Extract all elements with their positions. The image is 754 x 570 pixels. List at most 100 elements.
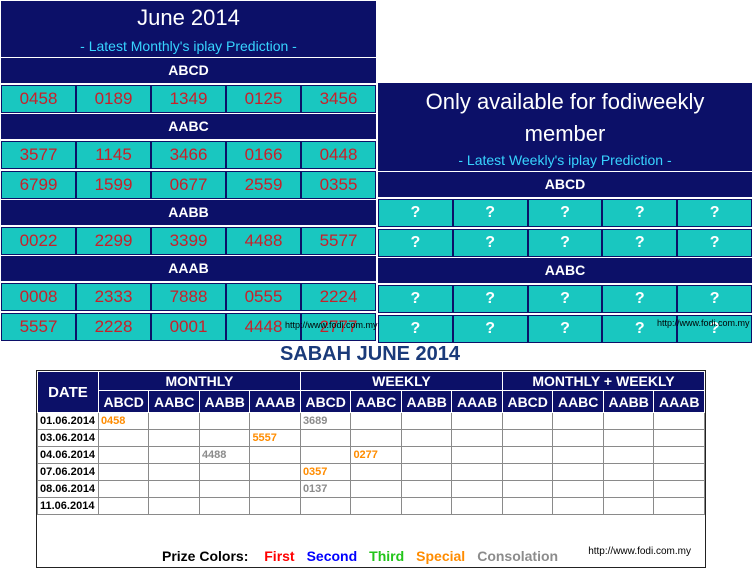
weekly-number-row: ????? [378,285,752,313]
result-cell [198,412,251,430]
result-cell [400,429,453,447]
result-cell [148,446,200,464]
result-cell [653,463,705,481]
weekly-number-cell: ? [677,229,752,257]
result-cell [451,480,503,498]
result-cell [148,480,200,498]
result-cell [198,497,251,515]
weekly-number-cell: ? [602,315,678,343]
monthly-number-row: 3577 1145 3466 0166 0448 [1,141,376,169]
result-cell [552,412,604,430]
monthly-number-row: 6799 1599 0677 2559 0355 [1,171,376,199]
legend-items: First Second Third Special Consolation [264,548,570,564]
legend-item-special: Special [416,548,466,564]
weekly-number-cell: ? [527,199,603,227]
monthly-number-cell: 1349 [151,85,226,113]
subheader-aabb: AABB [400,390,453,413]
monthly-number-cell: 1599 [76,171,151,199]
result-cell [501,480,554,498]
result-cell [501,446,554,464]
weekly-number-cell: ? [527,285,603,313]
monthly-number-row: 0008 2333 7888 0555 2224 [1,283,376,311]
weekly-number-cell: ? [527,315,603,343]
monthly-number-cell: 4448 [226,313,301,341]
table-row: 11.06.2014 [37,497,705,515]
weekly-number-cell: ? [452,315,528,343]
monthly-number-cell: 2777 [301,313,376,341]
weekly-number-cell: ? [452,199,528,227]
result-cell [350,412,402,430]
result-cell [653,412,705,430]
monthly-number-row: 0458 0189 1349 0125 3456 [1,85,376,113]
result-cell [249,446,301,464]
monthly-number-cell: 0001 [151,313,226,341]
results-table: DATE MONTHLY WEEKLY MONTHLY + WEEKLY ABC… [37,370,706,515]
result-cell: 0277 [350,446,402,464]
monthly-section-header: ABCD [1,58,376,83]
monthly-watermark: http://www.fodi.com.my [285,320,378,330]
monthly-number-cell: 0677 [151,171,226,199]
legend-label: Prize Colors: [162,548,249,564]
monthly-number-cell: 0448 [301,141,376,169]
table-row: 01.06.2014 0458 3689 [37,412,705,430]
result-cell [249,412,301,430]
subheader-aabb: AABB [602,390,655,413]
legend-item-third: Third [369,548,405,564]
date-cell: 08.06.2014 [37,480,99,498]
result-cell [249,497,301,515]
result-cell: 3689 [299,412,352,430]
result-cell: 4488 [198,446,251,464]
result-cell [602,463,655,481]
monthly-section-header: AABB [1,200,376,225]
result-cell [451,429,503,447]
subheader-aabb: AABB [198,390,251,413]
result-cell: 0458 [97,412,150,430]
monthly-number-cell: 0555 [226,283,301,311]
subheader-aabc: AABC [350,390,402,413]
monthly-number-cell: 0008 [1,283,76,311]
weekly-number-cell: ? [378,199,453,227]
weekly-number-cell: ? [602,285,678,313]
result-cell [350,497,402,515]
result-cell [97,463,150,481]
monthly-number-cell: 2299 [76,227,151,255]
table-row: 07.06.2014 0357 [37,463,705,481]
result-cell [97,446,150,464]
monthly-title: June 2014 [1,1,376,35]
legend-item-second: Second [306,548,358,564]
result-cell [249,480,301,498]
weekly-number-row: ????? [378,229,752,257]
weekly-number-row: ????? [378,199,752,227]
result-cell [653,497,705,515]
subheader-aabc: AABC [552,390,604,413]
monthly-number-cell: 0166 [226,141,301,169]
table-row: 08.06.2014 0137 [37,480,705,498]
monthly-section-header: AABC [1,114,376,139]
results-table-container: DATE MONTHLY WEEKLY MONTHLY + WEEKLY ABC… [36,370,706,568]
weekly-title: Only available for fodiweekly member [378,83,752,149]
result-cell [552,480,604,498]
date-header: DATE [37,371,99,413]
result-cell [400,463,453,481]
monthly-number-cell: 0125 [226,85,301,113]
weekly-sections: ABCD?????????? AABC?????????? [378,172,752,343]
weekly-number-row: ????? [378,315,752,343]
result-cell: 0357 [299,463,352,481]
group-header-monthly: MONTHLY [97,370,301,392]
result-cell [501,497,554,515]
result-cell [602,412,655,430]
result-cell [400,480,453,498]
result-cell [653,480,705,498]
result-cell: 5557 [249,429,301,447]
group-header-weekly: WEEKLY [299,370,503,392]
result-cell [350,480,402,498]
result-cell [350,463,402,481]
weekly-number-cell: ? [677,315,752,343]
result-cell [501,412,554,430]
monthly-number-cell: 2224 [301,283,376,311]
weekly-number-cell: ? [452,229,528,257]
result-cell [653,429,705,447]
monthly-number-cell: 3577 [1,141,76,169]
result-cell [198,429,251,447]
result-cell [451,412,503,430]
